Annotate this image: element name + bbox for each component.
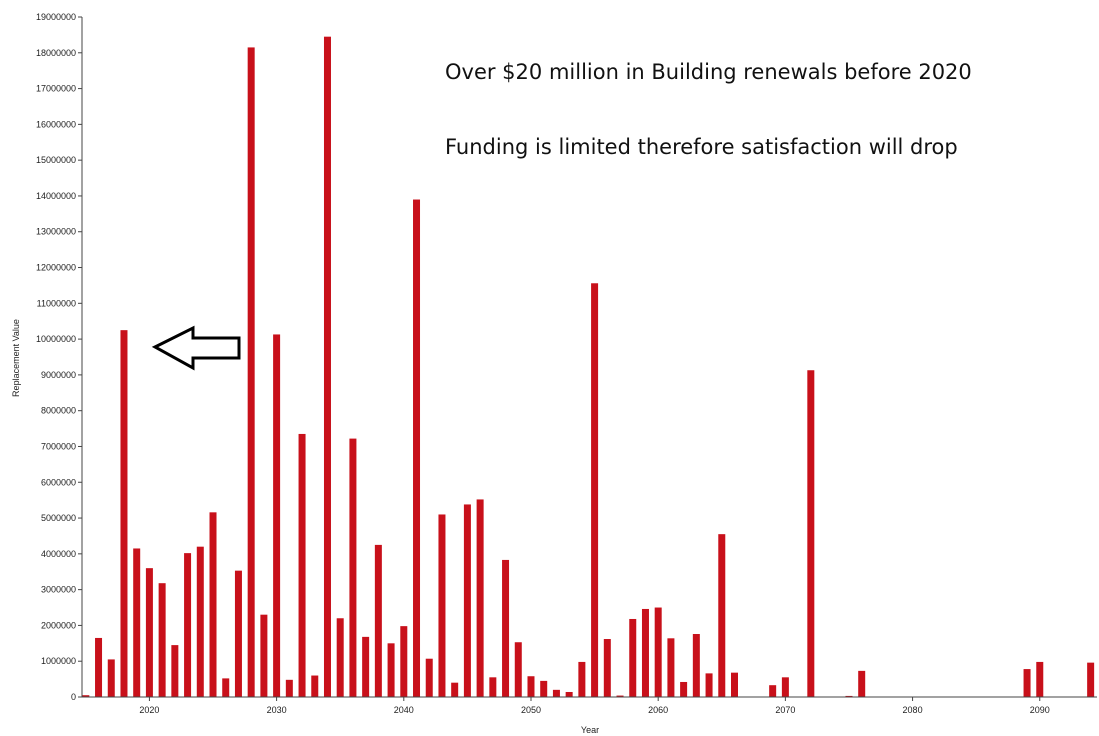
y-tick-label: 3000000 bbox=[41, 585, 76, 595]
y-tick-label: 4000000 bbox=[41, 549, 76, 559]
bar-2065 bbox=[718, 534, 726, 697]
bar-2023 bbox=[184, 553, 192, 697]
bar-2089 bbox=[1023, 669, 1031, 697]
x-tick-label: 2080 bbox=[903, 705, 923, 715]
bar-2048 bbox=[502, 559, 510, 697]
y-tick-label: 6000000 bbox=[41, 477, 76, 487]
y-tick-label: 2000000 bbox=[41, 620, 76, 630]
bar-2057 bbox=[616, 695, 624, 697]
bar-2058 bbox=[629, 618, 637, 697]
bar-2052 bbox=[552, 689, 560, 697]
y-tick-label: 16000000 bbox=[36, 119, 76, 129]
x-tick-label: 2070 bbox=[775, 705, 795, 715]
bar-2036 bbox=[349, 438, 357, 697]
bar-2025 bbox=[209, 512, 217, 697]
bar-2028 bbox=[247, 47, 255, 698]
bar-2059 bbox=[641, 608, 649, 697]
x-tick-label: 2050 bbox=[521, 705, 541, 715]
bar-2045 bbox=[463, 504, 471, 697]
y-axis-ticks: 0 1000000 2000000 3000000 4000000 5000000 6000… bbox=[36, 12, 82, 702]
bar-2075 bbox=[845, 695, 853, 697]
bar-2042 bbox=[425, 658, 433, 697]
bar-2037 bbox=[362, 636, 370, 697]
y-tick-label: 8000000 bbox=[41, 406, 76, 416]
bar-2055 bbox=[591, 283, 599, 697]
left-arrow-icon bbox=[151, 325, 241, 371]
y-tick-label: 11000000 bbox=[37, 298, 76, 308]
bar-2015 bbox=[82, 695, 90, 697]
x-axis-title: Year bbox=[581, 725, 599, 735]
y-axis-title: Replacement Value bbox=[11, 319, 21, 397]
x-tick-label: 2030 bbox=[267, 705, 287, 715]
annotation-renewals: Over $20 million in Building renewals be… bbox=[445, 60, 972, 84]
y-tick-label: 14000000 bbox=[36, 191, 76, 201]
bar-2053 bbox=[565, 691, 573, 697]
bar-2056 bbox=[603, 639, 611, 697]
y-tick-label: 18000000 bbox=[36, 48, 76, 58]
bar-2017 bbox=[107, 659, 115, 697]
y-tick-label: 10000000 bbox=[36, 334, 76, 344]
x-tick-label: 2020 bbox=[139, 705, 159, 715]
bar-2027 bbox=[234, 570, 242, 697]
bar-2041 bbox=[413, 199, 421, 697]
bar-2035 bbox=[336, 618, 344, 697]
bar-2032 bbox=[298, 433, 306, 697]
bar-2050 bbox=[527, 676, 535, 697]
bar-2022 bbox=[171, 645, 179, 697]
bar-2046 bbox=[476, 499, 484, 697]
bar-2018 bbox=[120, 330, 128, 697]
bar-2049 bbox=[514, 642, 522, 697]
y-tick-label: 12000000 bbox=[36, 263, 76, 273]
y-tick-label: 15000000 bbox=[36, 155, 76, 165]
bar-2020 bbox=[145, 568, 153, 697]
bar-2064 bbox=[705, 673, 713, 697]
bar-2047 bbox=[489, 677, 497, 697]
y-tick-label: 5000000 bbox=[41, 513, 76, 523]
bar-2019 bbox=[133, 548, 141, 697]
bar-2094 bbox=[1087, 662, 1095, 697]
bar-2063 bbox=[692, 634, 700, 697]
bar-2038 bbox=[374, 544, 382, 697]
bar-2024 bbox=[196, 546, 204, 697]
bar-2021 bbox=[158, 583, 166, 697]
bar-2054 bbox=[578, 661, 586, 697]
bar-2061 bbox=[667, 638, 675, 697]
bar-2016 bbox=[95, 637, 103, 697]
y-tick-label: 7000000 bbox=[41, 441, 76, 451]
bar-2031 bbox=[285, 679, 293, 697]
bar-2051 bbox=[540, 680, 548, 697]
bar-2044 bbox=[451, 682, 459, 697]
bar-2039 bbox=[387, 643, 395, 697]
bar-2034 bbox=[323, 36, 331, 698]
bars-group bbox=[82, 36, 1095, 698]
bar-2066 bbox=[731, 672, 738, 697]
y-tick-label: 0 bbox=[71, 692, 76, 702]
bar-2069 bbox=[769, 685, 777, 697]
bar-2072 bbox=[807, 370, 815, 697]
bar-2030 bbox=[273, 334, 281, 697]
bar-2062 bbox=[680, 681, 688, 697]
y-tick-label: 1000000 bbox=[41, 656, 76, 666]
y-tick-label: 9000000 bbox=[41, 370, 76, 380]
x-tick-label: 2060 bbox=[648, 705, 668, 715]
y-tick-label: 19000000 bbox=[36, 12, 76, 22]
bar-2026 bbox=[222, 678, 230, 697]
y-tick-label: 17000000 bbox=[36, 84, 76, 94]
bar-2060 bbox=[654, 607, 662, 697]
x-axis-ticks: 2020 2030 2040 2050 2060 2070 2080 2090 bbox=[139, 697, 1050, 715]
bar-2076 bbox=[858, 670, 866, 697]
y-tick-label: 13000000 bbox=[36, 227, 76, 237]
x-tick-label: 2090 bbox=[1030, 705, 1050, 715]
bar-2070 bbox=[781, 677, 789, 697]
bar-2090 bbox=[1036, 661, 1044, 697]
bar-2029 bbox=[260, 614, 268, 697]
bar-2043 bbox=[438, 514, 446, 697]
bar-2040 bbox=[400, 626, 408, 697]
annotation-funding: Funding is limited therefore satisfactio… bbox=[445, 135, 958, 159]
bar-2033 bbox=[311, 675, 319, 697]
x-tick-label: 2040 bbox=[394, 705, 414, 715]
